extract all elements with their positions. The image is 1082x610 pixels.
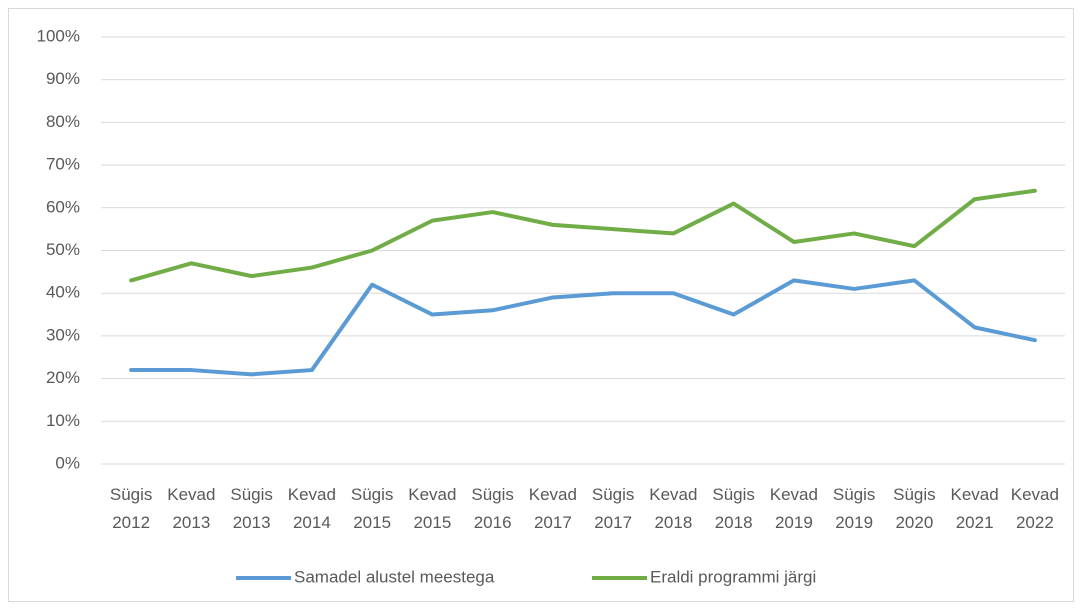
y-tick-label: 20% bbox=[46, 368, 80, 387]
x-tick-label: Kevad 2019 bbox=[769, 485, 818, 532]
x-tick-label: Sügis 2020 bbox=[893, 485, 936, 532]
x-tick-label: Sügis 2019 bbox=[832, 485, 876, 532]
legend-label: Samadel alustel meestega bbox=[294, 567, 495, 586]
series-line bbox=[129, 188, 1037, 283]
x-tick-label: Sügis 2016 bbox=[471, 485, 514, 532]
x-tick-label: Kevad 2017 bbox=[528, 485, 577, 532]
x-tick-label: Kevad 2013 bbox=[167, 485, 216, 532]
x-tick-label: Sügis 2013 bbox=[230, 485, 273, 532]
x-tick-label: Sügis 2012 bbox=[109, 485, 153, 532]
x-tick-label: Kevad 2018 bbox=[649, 485, 698, 532]
series-line bbox=[129, 278, 1037, 377]
x-tick-label: Kevad 2015 bbox=[408, 485, 457, 532]
y-tick-label: 40% bbox=[46, 283, 80, 302]
x-tick-label: Sügis 2017 bbox=[591, 485, 635, 532]
chart-frame bbox=[8, 8, 1074, 602]
x-tick-label: Kevad 2022 bbox=[1010, 485, 1059, 532]
x-tick-label: Sügis 2018 bbox=[712, 485, 755, 532]
y-tick-label: 100% bbox=[37, 26, 80, 45]
y-tick-label: 10% bbox=[46, 411, 80, 430]
y-tick-label: 90% bbox=[46, 69, 80, 88]
x-tick-label: Sügis 2015 bbox=[350, 485, 394, 532]
x-tick-label: Kevad 2014 bbox=[287, 485, 336, 532]
y-tick-label: 60% bbox=[46, 197, 80, 216]
y-tick-label: 80% bbox=[46, 112, 80, 131]
x-tick-label: Kevad 2021 bbox=[950, 485, 999, 532]
y-tick-label: 0% bbox=[55, 453, 80, 472]
y-tick-label: 30% bbox=[46, 325, 80, 344]
y-tick-label: 70% bbox=[46, 155, 80, 174]
y-tick-label: 50% bbox=[46, 240, 80, 259]
legend-label: Eraldi programmi järgi bbox=[650, 567, 816, 586]
